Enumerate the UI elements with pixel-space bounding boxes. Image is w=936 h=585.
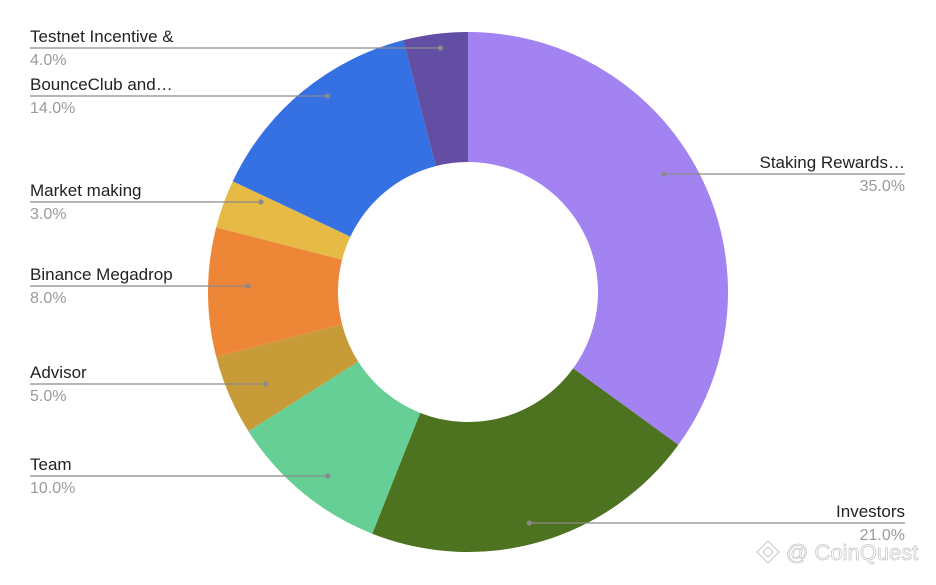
- leader-dot-2: [325, 473, 331, 479]
- leader-dot-4: [245, 283, 251, 289]
- slice-percent-0: 35.0%: [860, 178, 905, 195]
- slice-label-2: Team: [30, 455, 72, 474]
- binance-logo-icon: [756, 540, 780, 564]
- slice-percent-7: 4.0%: [30, 52, 66, 69]
- slice-1: [372, 368, 679, 552]
- slice-percent-6: 14.0%: [30, 100, 75, 117]
- slice-label-5: Market making: [30, 181, 141, 200]
- leader-dot-5: [258, 199, 264, 205]
- slice-label-0: Staking Rewards…: [759, 153, 905, 172]
- slice-label-7: Testnet Incentive &: [30, 27, 174, 46]
- slice-label-1: Investors: [836, 502, 905, 521]
- slice-2: [248, 361, 421, 534]
- labels-group: Staking Rewards… 35.0% Investors 21.0% Team 1…: [30, 27, 905, 544]
- slice-6: [232, 40, 436, 237]
- leader-dot-3: [263, 381, 269, 387]
- slice-3: [216, 324, 359, 432]
- slice-4: [207, 227, 343, 357]
- slices-group: [207, 32, 728, 552]
- leader-dot-1: [526, 520, 532, 526]
- slice-percent-2: 10.0%: [30, 480, 75, 497]
- leader-dot-0: [661, 171, 667, 177]
- slice-0: [468, 32, 728, 445]
- slice-percent-1: 21.0%: [860, 527, 905, 544]
- slice-percent-4: 8.0%: [30, 290, 66, 307]
- slice-label-3: Advisor: [30, 363, 87, 382]
- slice-percent-3: 5.0%: [30, 388, 66, 405]
- slice-5: [216, 181, 351, 260]
- watermark-text: @ CoinQuest: [786, 540, 918, 565]
- slice-label-4: Binance Megadrop: [30, 265, 173, 284]
- leader-dot-7: [437, 45, 444, 51]
- slice-label-6: BounceClub and…: [30, 75, 173, 94]
- slice-percent-5: 3.0%: [30, 206, 66, 223]
- slice-7: [403, 32, 468, 167]
- leader-dot-6: [325, 93, 331, 99]
- watermark: @ CoinQuest: [756, 540, 919, 565]
